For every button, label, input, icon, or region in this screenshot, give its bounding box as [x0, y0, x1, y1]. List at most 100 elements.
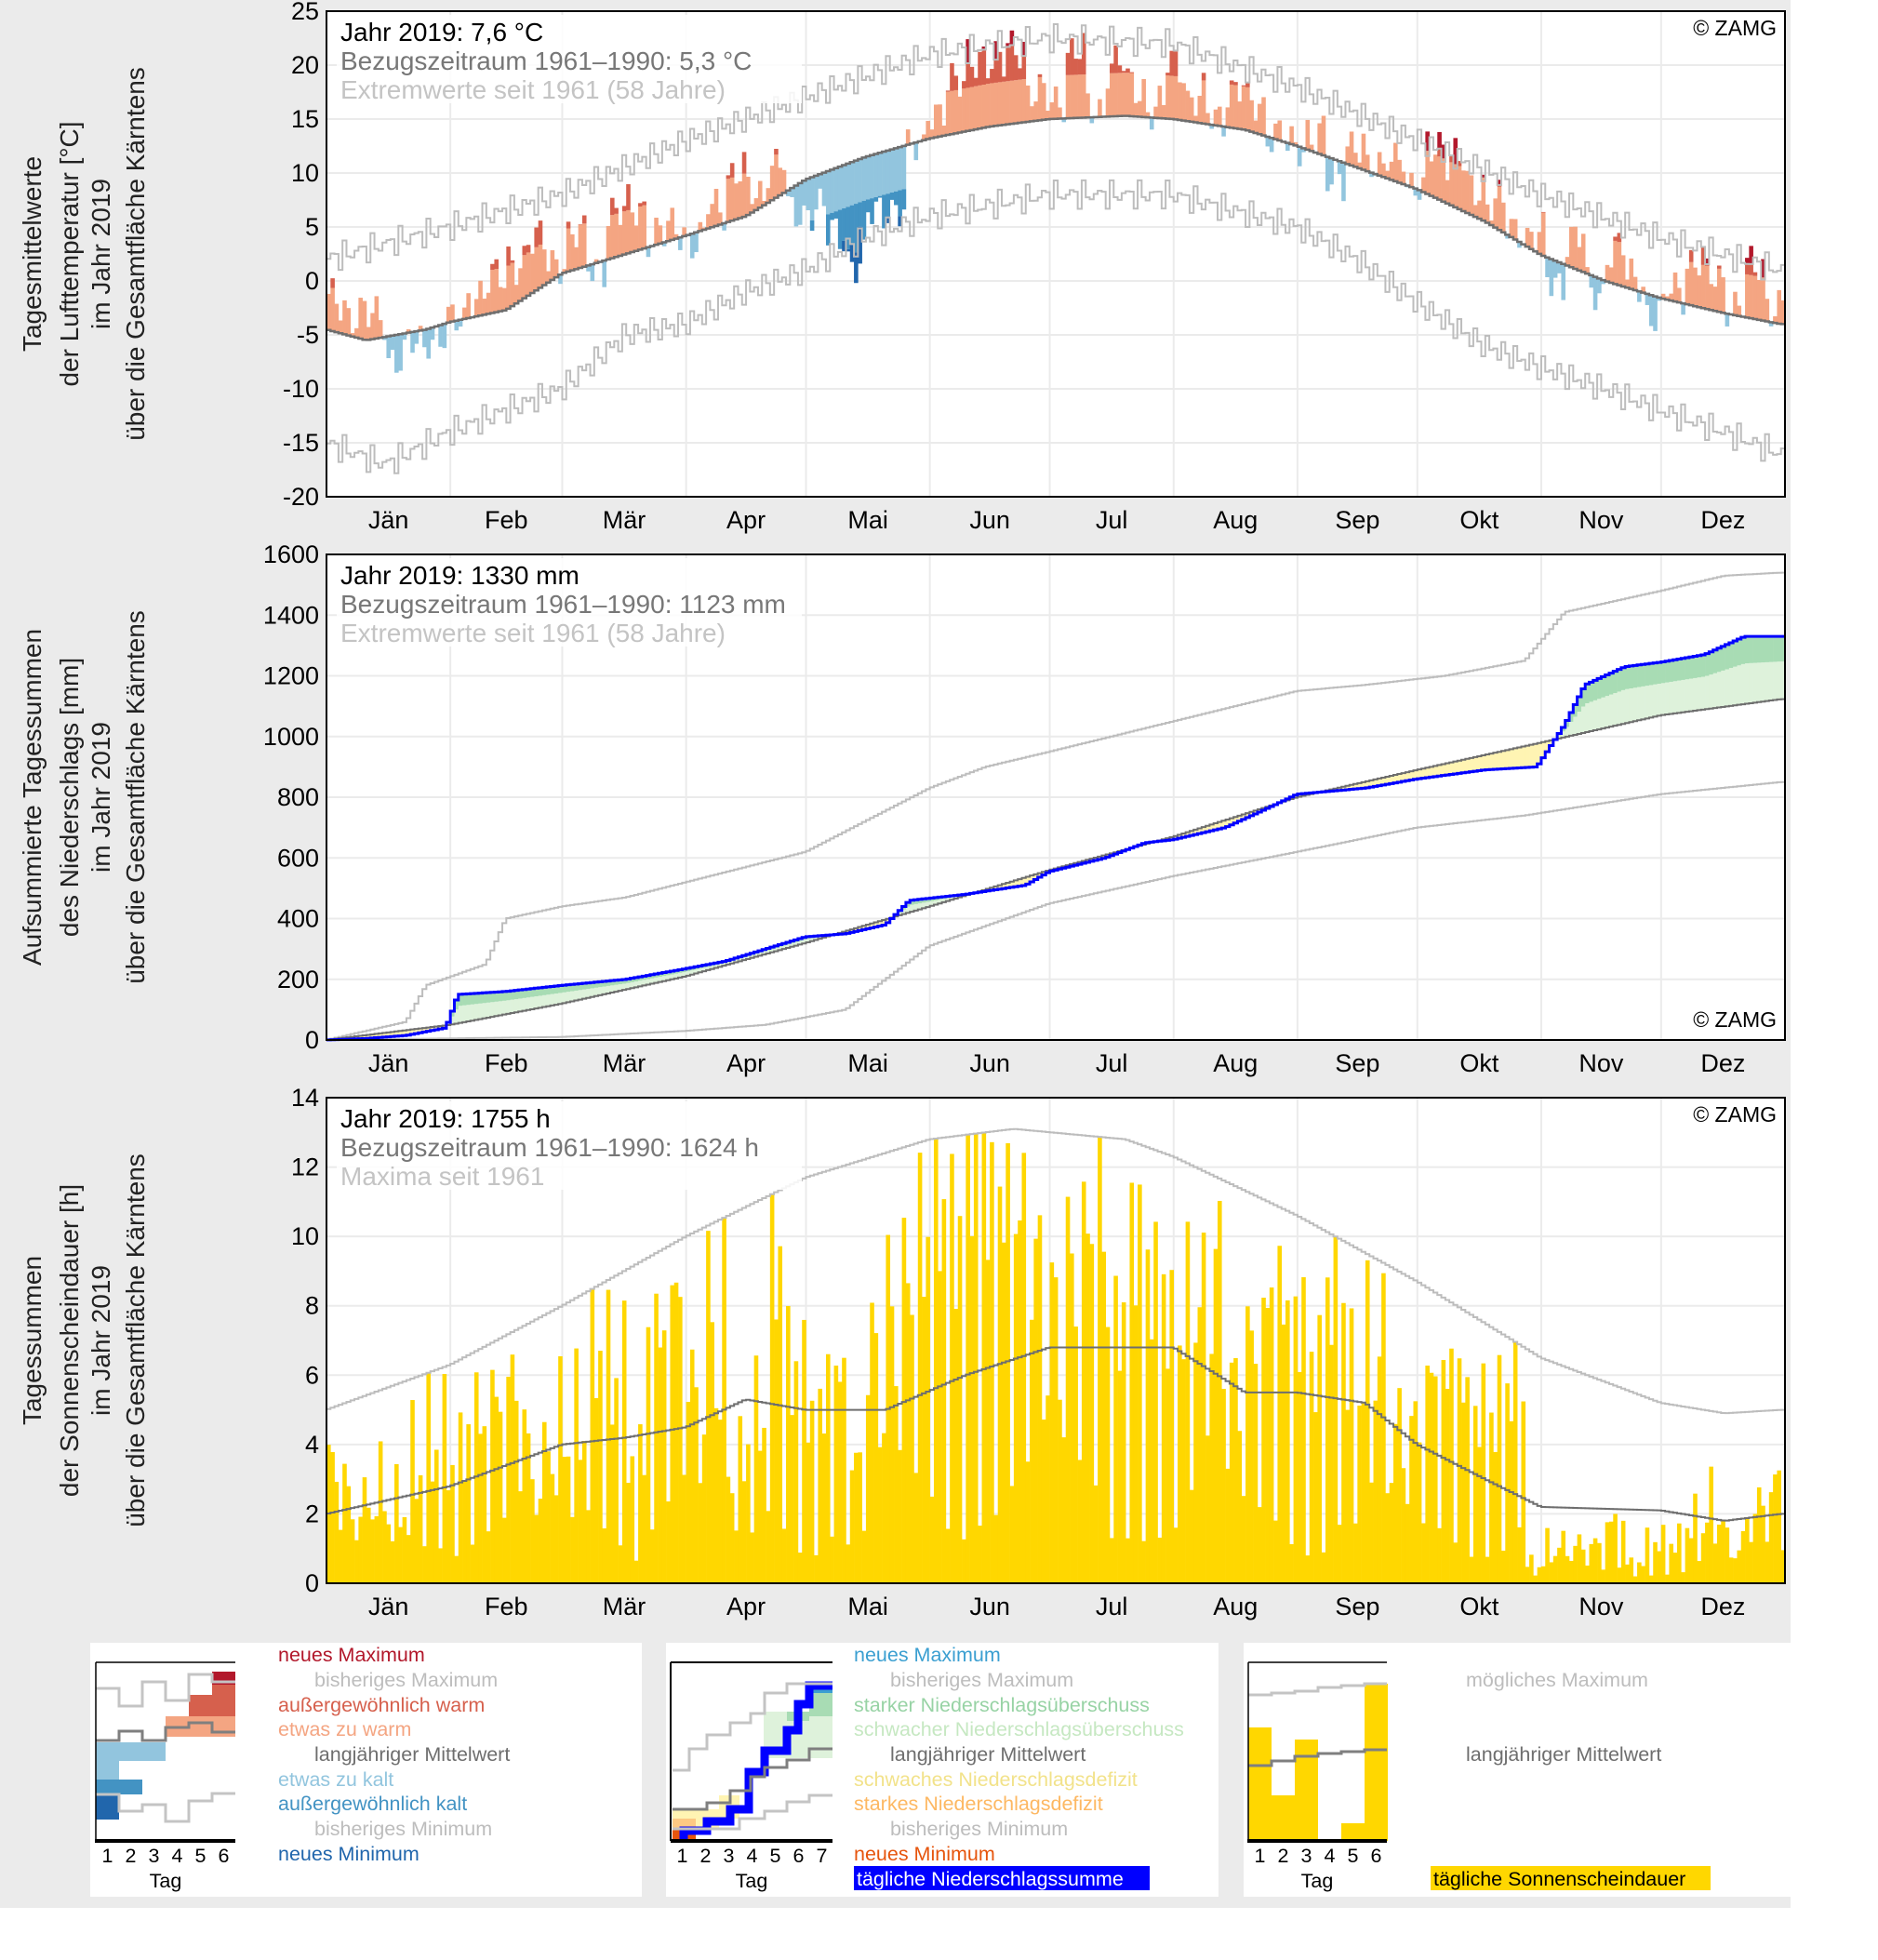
sunshine-bar	[1465, 1377, 1470, 1583]
sunshine-bar	[1341, 1303, 1346, 1583]
sunshine-bar	[1365, 1260, 1370, 1583]
temperature-bar	[330, 288, 335, 331]
temperature-bar	[642, 206, 646, 248]
temperature-bar	[1689, 250, 1694, 262]
sunshine-bar	[794, 1361, 799, 1583]
y-axis-title-line: Tagessummen	[18, 1256, 47, 1425]
temperature-bar	[953, 90, 958, 133]
sunshine-bar	[1645, 1527, 1650, 1583]
temperature-bar	[1118, 73, 1123, 115]
x-tick-label-sep: Sep	[1335, 506, 1379, 534]
sunshine-bar	[454, 1556, 459, 1583]
sunshine-bar	[1517, 1527, 1522, 1583]
sunshine-bar	[579, 1460, 583, 1583]
sunshine-bar	[511, 1354, 515, 1583]
sunshine-bar	[1322, 1553, 1326, 1583]
sunshine-bar	[1757, 1487, 1762, 1583]
sunshine-bar	[1101, 1252, 1106, 1583]
temperature-bar	[1777, 290, 1781, 324]
legend-new-min-swatch	[96, 1794, 119, 1820]
temperature-bar	[1125, 73, 1130, 115]
sunshine-bar	[1769, 1492, 1774, 1583]
precipitation-anomaly-fill	[1470, 758, 1474, 772]
sunshine-bar	[1030, 1320, 1034, 1583]
temperature-bar	[1430, 161, 1434, 195]
sunshine-bar	[694, 1387, 699, 1583]
precipitation-anomaly-fill	[1482, 755, 1486, 770]
sunshine-bar	[646, 1327, 651, 1583]
sunshine-bar	[734, 1530, 739, 1583]
sunshine-bar	[1205, 1435, 1210, 1583]
x-tick-label-aug: Aug	[1213, 506, 1258, 534]
temperature-bar	[1618, 242, 1622, 285]
temperature-bar	[614, 214, 619, 257]
sunshine-bar	[1437, 1528, 1442, 1583]
sunshine-bar	[1473, 1406, 1478, 1583]
temperature-bar	[1465, 171, 1470, 213]
temperature-bar	[1113, 73, 1118, 116]
sunshine-bar	[443, 1374, 447, 1583]
precipitation-anomaly-fill	[551, 994, 555, 1006]
sunshine-bar	[1082, 1181, 1086, 1583]
precipitation-anomaly-fill	[1701, 677, 1706, 710]
sunshine-bar	[614, 1378, 619, 1583]
sunshine-bar	[634, 1561, 639, 1583]
temperature-bar	[742, 174, 747, 217]
sunshine-bar	[1513, 1341, 1518, 1583]
sunshine-bar	[1073, 1327, 1078, 1583]
sunshine-bar	[566, 1457, 571, 1583]
temperature-bar	[1709, 284, 1713, 310]
sunshine-bar	[970, 1236, 975, 1583]
sunshine-bar	[906, 1283, 911, 1583]
sunshine-bar	[1385, 1493, 1390, 1583]
legend-day-tick: 1	[677, 1845, 688, 1867]
precipitation-anomaly-fill	[1729, 668, 1734, 706]
temperature-bar	[474, 299, 479, 316]
sunshine-bar	[1765, 1541, 1770, 1583]
sunshine-bar	[858, 1452, 862, 1583]
x-tick-label-jul: Jul	[1096, 1593, 1128, 1620]
sunshine-bar	[1305, 1555, 1310, 1583]
precipitation-anomaly-fill	[1693, 657, 1698, 678]
sunshine-bar	[754, 1355, 759, 1583]
precipitation-anomaly-fill	[1637, 665, 1642, 687]
sunshine-bar	[934, 1139, 939, 1583]
legend-item-normal: langjähriger Mittelwert	[1466, 1743, 1661, 1766]
legend-item-max-possible: mögliches Maximum	[1466, 1669, 1648, 1691]
precipitation-anomaly-fill	[1761, 636, 1765, 662]
precipitation-anomaly-fill	[474, 1004, 479, 1020]
y-tick-label: 15	[291, 105, 319, 133]
y-tick-label: 14	[291, 1084, 319, 1112]
sunshine-bar	[462, 1482, 467, 1583]
legend-day-tick: 4	[1325, 1845, 1336, 1867]
temperature-bar	[1569, 227, 1574, 267]
temperature-bar	[1078, 59, 1083, 74]
temperature-bar	[450, 304, 455, 321]
temperature-bar	[1433, 154, 1438, 197]
precipitation-anomaly-fill	[539, 995, 543, 1007]
temperature-bar	[1701, 265, 1706, 308]
y-tick-label: 1400	[263, 601, 319, 629]
temperature-bar	[379, 320, 383, 338]
sunshine-bar	[1150, 1340, 1154, 1583]
legend-item-daily-precip: tägliche Niederschlagssumme	[857, 1868, 1124, 1890]
sunshine-bar	[1218, 1201, 1222, 1583]
temperature-bar	[1578, 247, 1582, 271]
sunshine-bar	[1141, 1541, 1146, 1583]
sunshine-bar	[1266, 1308, 1271, 1583]
legend-very-warm-swatch	[212, 1685, 235, 1716]
sunshine-bar	[706, 1231, 711, 1583]
precipitation-anomaly-fill	[1741, 664, 1746, 704]
temperature-bar	[986, 84, 991, 127]
temperature-bar	[506, 247, 511, 266]
sunshine-bar	[450, 1465, 455, 1583]
sunshine-bar	[942, 1199, 947, 1583]
temperature-bar	[926, 121, 930, 140]
y-tick-label: 25	[291, 0, 319, 25]
x-tick-label-jän: Jän	[368, 1049, 409, 1077]
temperature-bar	[534, 247, 539, 290]
y-tick-label: 1200	[263, 662, 319, 690]
sunshine-bar	[1433, 1377, 1438, 1583]
sunshine-bar	[1261, 1298, 1266, 1583]
sunshine-bar	[878, 1447, 883, 1583]
